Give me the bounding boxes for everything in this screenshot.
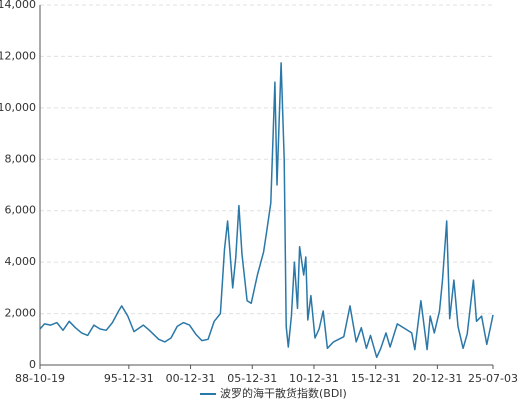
x-tick-label: 00-12-31: [166, 372, 216, 385]
y-tick-label: 2,000: [5, 307, 37, 320]
data-line: [39, 62, 494, 359]
x-tick-label: 20-12-31: [412, 372, 462, 385]
y-tick-label: 4,000: [5, 255, 37, 268]
y-tick-label: 6,000: [5, 204, 37, 217]
x-tick-label: 95-12-31: [104, 372, 154, 385]
y-tick-label: 0: [29, 358, 36, 371]
x-tick-label: 05-12-31: [227, 372, 277, 385]
x-tick-label: 15-12-31: [351, 372, 401, 385]
x-tick-label: 88-10-19: [15, 372, 65, 385]
x-tick-label: 25-07-03: [468, 372, 518, 385]
y-tick-label: 14,000: [0, 0, 36, 11]
x-tick-label: 10-12-31: [289, 372, 339, 385]
y-tick-label: 10,000: [0, 101, 36, 114]
y-tick-label: 12,000: [0, 49, 36, 62]
y-tick-label: 8,000: [5, 152, 37, 165]
legend-label: 波罗的海干散货指数(BDI): [220, 386, 347, 400]
